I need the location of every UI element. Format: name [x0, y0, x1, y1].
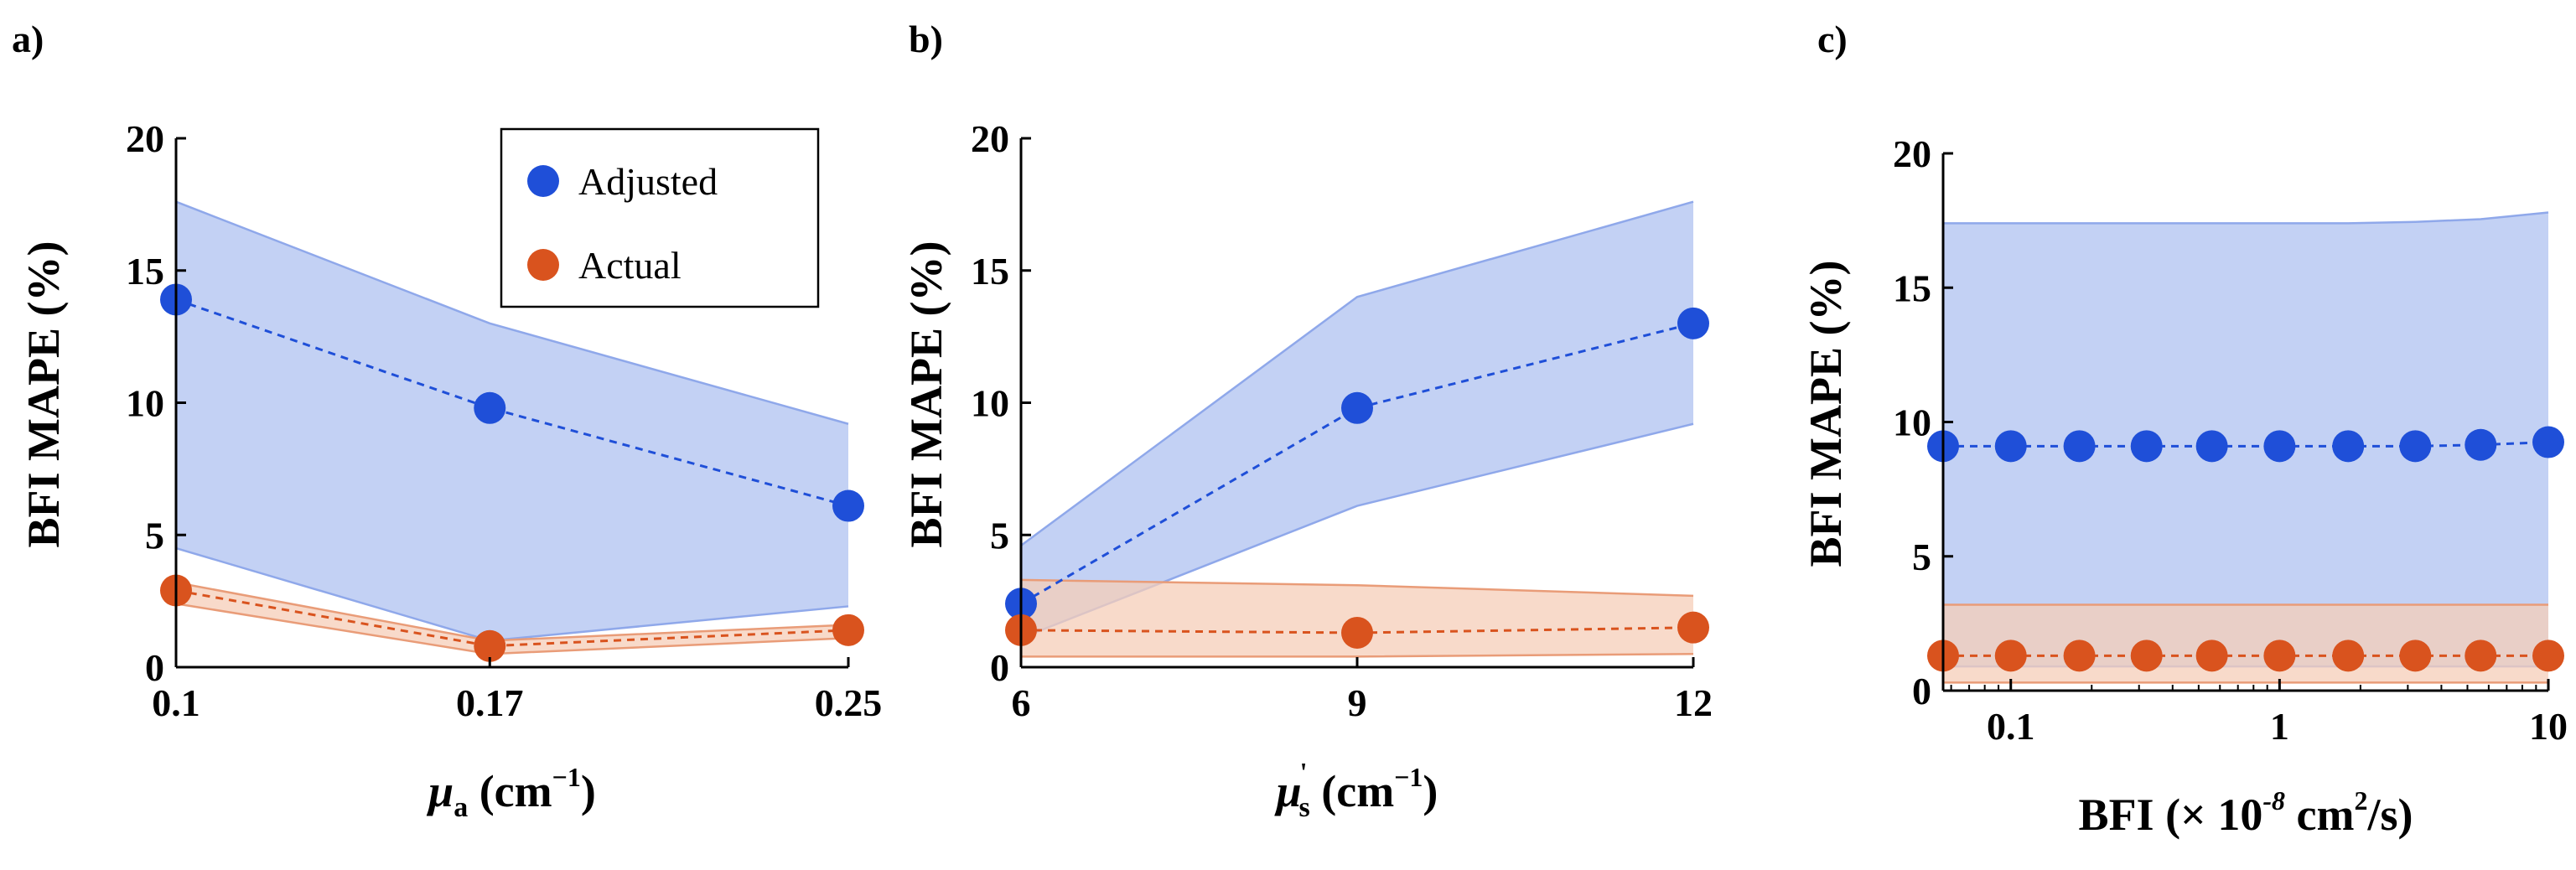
x-label-exponent: −1 [552, 762, 581, 792]
y-tick-label: 5 [1912, 536, 1931, 578]
x-label-symbol: μ [426, 766, 454, 816]
band-lower-edge-actual [1021, 652, 1694, 658]
x-label-pre: BFI (× 10 [2079, 790, 2263, 840]
point-actual [832, 614, 864, 646]
y-tick-label: 20 [126, 117, 164, 160]
band-adjusted [176, 201, 848, 641]
legend-box [500, 127, 820, 308]
point-adjusted [2130, 430, 2163, 463]
y-tick-label: 20 [971, 117, 1009, 160]
band-upper-edge-adjusted [1020, 200, 1694, 546]
band-upper-edge-adjusted [175, 200, 849, 425]
x-label-symbol: μ [1274, 766, 1302, 816]
x-label-unit: (cm [468, 766, 552, 816]
point-actual [2465, 640, 2497, 672]
point-adjusted [2063, 430, 2096, 463]
panel-label: b) [909, 18, 943, 60]
legend-marker-adjusted [527, 165, 559, 197]
point-actual [1677, 611, 1709, 644]
x-axis-label: BFI (× 10-8 cm2/s) [2079, 785, 2413, 840]
point-adjusted [1677, 307, 1709, 339]
point-adjusted [2399, 430, 2432, 463]
x-label-exponent: -8 [2262, 785, 2285, 816]
panel-a: a) 0 5 10 15 20 0.1 0.17 0.25 BFI MAPE (%) μa (cm−… [12, 18, 882, 823]
x-label-close: ) [581, 766, 596, 816]
y-tick-label: 15 [971, 250, 1009, 293]
y-tick-label: 10 [1893, 401, 1931, 444]
panel-b: b) 0 5 10 15 20 6 9 12 BFI MAPE (%) μ' s (cm−1) [901, 18, 1713, 823]
y-tick-label: 15 [126, 250, 164, 293]
point-actual [2195, 640, 2228, 672]
point-actual [2063, 640, 2096, 672]
point-actual [2263, 640, 2296, 672]
x-tick-label: 0.1 [1987, 705, 2035, 748]
x-tick-label: 6 [1012, 681, 1031, 724]
x-label-exponent2: 2 [2354, 785, 2367, 816]
y-tick-label: 0 [1912, 670, 1931, 712]
point-adjusted [2332, 430, 2365, 463]
legend-label-adjusted: Adjusted [578, 160, 718, 203]
x-label-subscript: s [1299, 792, 1310, 823]
point-adjusted [2465, 428, 2497, 461]
x-tick-label: 1 [2270, 705, 2289, 748]
band-upper-edge-actual [1020, 578, 1694, 598]
point-adjusted [2263, 430, 2296, 463]
x-label-subscript: a [454, 792, 468, 823]
x-label-exponent: −1 [1394, 762, 1423, 792]
y-tick-label: 5 [990, 514, 1009, 557]
legend-marker-actual [527, 249, 559, 281]
x-label-prime: ' [1300, 757, 1308, 787]
band-adjusted [1943, 212, 2548, 667]
x-axis-label: μ' s (cm−1) [1274, 757, 1438, 823]
point-adjusted [1994, 430, 2027, 463]
series-line-adjusted [1943, 441, 2549, 448]
x-label-mid: cm [2285, 790, 2354, 840]
point-actual [1341, 616, 1373, 649]
point-actual [2332, 640, 2365, 672]
y-axis-label: BFI MAPE (%) [1801, 261, 1851, 567]
y-tick-label: 0 [990, 646, 1009, 689]
x-label-post: /s) [2366, 790, 2413, 840]
y-tick-label: 20 [1893, 132, 1931, 175]
x-tick-label: 0.1 [152, 681, 200, 724]
x-label-close: ) [1423, 766, 1438, 816]
y-tick-label: 10 [126, 382, 164, 425]
legend: Adjusted Actual [500, 127, 820, 308]
series-line-adjusted [175, 298, 849, 507]
x-tick-label: 0.17 [456, 681, 524, 724]
point-adjusted [2195, 430, 2228, 463]
point-adjusted [474, 391, 506, 424]
point-actual [2399, 640, 2432, 672]
panel-label: c) [1817, 18, 1848, 60]
y-tick-label: 10 [971, 382, 1009, 425]
x-tick-label: 0.25 [815, 681, 883, 724]
point-adjusted [1341, 391, 1373, 424]
y-tick-label: 0 [145, 646, 164, 689]
y-tick-label: 15 [1893, 267, 1931, 309]
x-tick-label: 9 [1348, 681, 1367, 724]
x-tick-label: 10 [2529, 705, 2568, 748]
band-actual [176, 583, 848, 655]
legend-label-actual: Actual [578, 244, 682, 287]
point-actual [1994, 640, 2027, 672]
point-adjusted [2532, 426, 2564, 458]
x-axis-label: μa (cm−1) [426, 762, 596, 823]
point-actual [474, 629, 506, 662]
x-label-unit: (cm [1310, 766, 1394, 816]
point-adjusted [832, 489, 864, 522]
x-tick-label: 12 [1674, 681, 1713, 724]
point-actual [2130, 640, 2163, 672]
panel-label: a) [12, 18, 44, 60]
y-axis-label: BFI MAPE (%) [18, 241, 69, 548]
y-axis-label: BFI MAPE (%) [901, 241, 951, 548]
panel-c: c) 0 5 10 15 20 0.1 1 10 BFI MAPE (%) BFI (× 10-8 … [1801, 18, 2568, 840]
y-tick-label: 5 [145, 514, 164, 557]
point-actual [2532, 640, 2564, 672]
band-actual [1943, 604, 2548, 683]
band-upper-edge-adjusted [1943, 211, 2549, 225]
